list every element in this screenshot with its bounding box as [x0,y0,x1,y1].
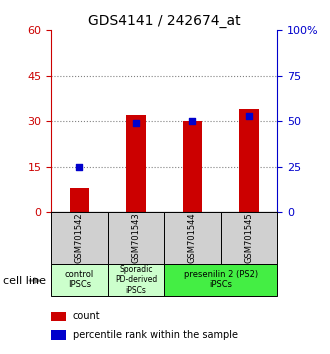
Bar [126,115,146,212]
Bar [108,264,164,296]
Bar [182,121,202,212]
Bar [221,212,277,264]
Point [246,113,251,119]
Text: GSM701542: GSM701542 [75,213,84,263]
Text: control
IPSCs: control IPSCs [65,270,94,289]
Bar [70,188,89,212]
Point [77,164,82,170]
Point [133,120,139,126]
Bar [239,109,259,212]
Text: Sporadic
PD-derived
iPSCs: Sporadic PD-derived iPSCs [115,265,157,295]
Bar [51,212,108,264]
Text: count: count [73,312,100,321]
Text: GSM701544: GSM701544 [188,213,197,263]
Bar [164,264,277,296]
Bar [164,212,221,264]
Text: GSM701543: GSM701543 [131,213,141,263]
Text: percentile rank within the sample: percentile rank within the sample [73,330,238,340]
Bar [51,330,66,340]
Text: cell line: cell line [3,276,46,286]
Bar [108,212,164,264]
Title: GDS4141 / 242674_at: GDS4141 / 242674_at [88,14,241,28]
Text: presenilin 2 (PS2)
iPSCs: presenilin 2 (PS2) iPSCs [183,270,258,289]
Bar [51,312,66,321]
Bar [51,264,108,296]
Text: GSM701545: GSM701545 [245,213,253,263]
Point [190,118,195,124]
